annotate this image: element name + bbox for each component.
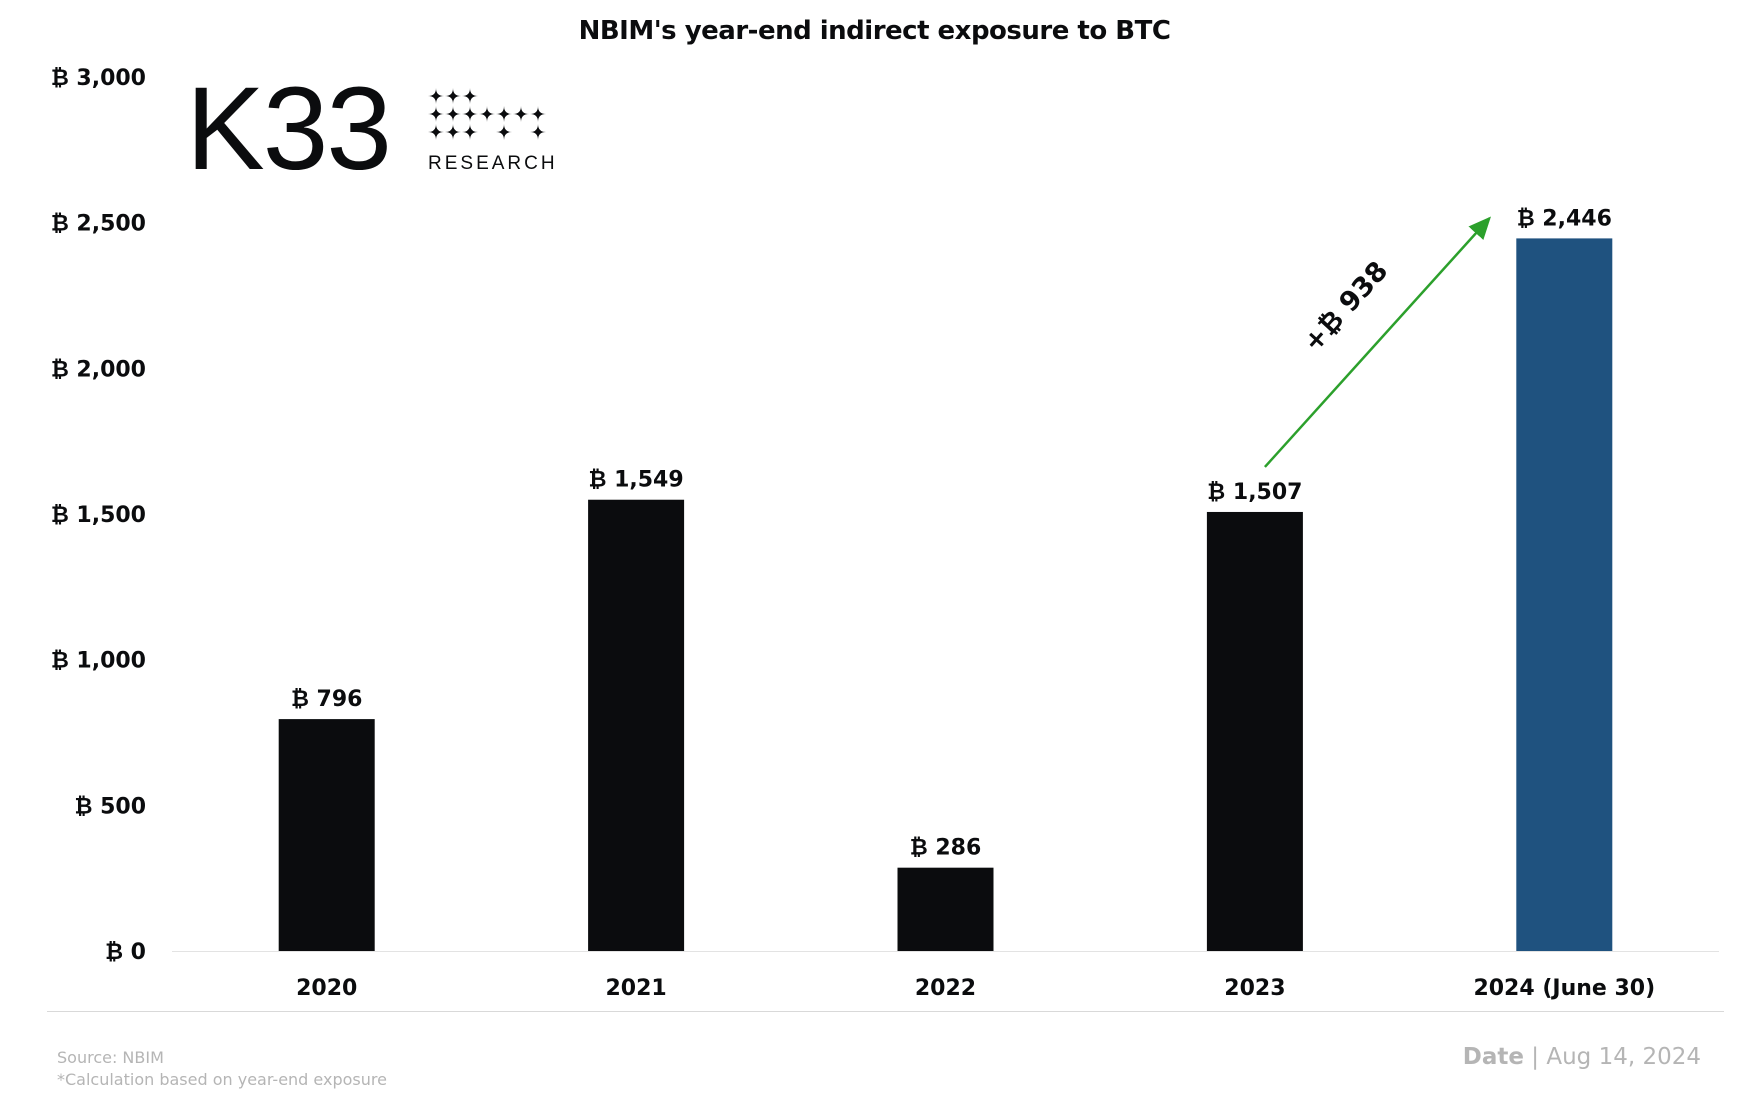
y-tick-label: ₿ 1,500 <box>51 503 146 528</box>
data-label: ₿ 1,507 <box>1207 480 1302 505</box>
date-label: Date <box>1462 1044 1524 1070</box>
x-tick-label: 2022 <box>915 976 976 1001</box>
x-tick-label: 2024 (June 30) <box>1473 976 1655 1001</box>
data-label: ₿ 1,549 <box>589 468 684 493</box>
change-annotation: +₿ 938 <box>1297 256 1394 359</box>
y-tick-label: ₿ 3,000 <box>51 66 146 91</box>
y-tick-label: ₿ 0 <box>105 940 146 965</box>
y-tick-label: ₿ 2,500 <box>51 212 146 237</box>
x-tick-label: 2023 <box>1224 976 1285 1001</box>
logo-star <box>445 106 461 122</box>
logo-star <box>462 124 478 140</box>
bar-2023 <box>1206 511 1303 951</box>
logo-star <box>462 88 478 104</box>
x-tick-label: 2021 <box>605 976 666 1001</box>
date-value: Aug 14, 2024 <box>1546 1044 1701 1070</box>
data-label: ₿ 796 <box>291 687 363 712</box>
date-separator: | <box>1523 1044 1547 1070</box>
y-tick-label: ₿ 500 <box>74 794 146 819</box>
logo-subtitle: RESEARCH <box>428 153 558 174</box>
bar-2022 <box>897 867 994 951</box>
change-arrow <box>1263 216 1491 468</box>
bar-chart: ₿ 0 ₿ 500 ₿ 1,000 ₿ 1,500 ₿ 2,000 ₿ 2,500 ₿ 3,… <box>51 66 1719 1001</box>
logo-star <box>513 106 529 122</box>
y-tick-label: ₿ 1,000 <box>51 649 146 674</box>
bar-2020 <box>278 719 375 951</box>
logo-star <box>445 124 461 140</box>
logo-star <box>428 106 444 122</box>
logo-star <box>428 88 444 104</box>
logo-star <box>496 106 512 122</box>
date-stamp: Date | Aug 14, 2024 <box>1463 1044 1701 1070</box>
logo-star <box>428 124 444 140</box>
logo-star <box>445 88 461 104</box>
chart-title: NBIM's year-end indirect exposure to BTC <box>578 16 1171 46</box>
x-tick-label: 2020 <box>296 976 357 1001</box>
bar-2021 <box>588 499 685 951</box>
footnote-text: *Calculation based on year-end exposure <box>57 1070 387 1089</box>
logo-star <box>530 106 546 122</box>
footer-divider <box>47 1011 1724 1012</box>
logo-star <box>496 124 512 140</box>
logo-star <box>530 124 546 140</box>
source-text: Source: NBIM <box>57 1048 164 1067</box>
y-tick-label: ₿ 2,000 <box>51 357 146 382</box>
data-label: ₿ 2,446 <box>1517 206 1612 231</box>
bar-2024 <box>1516 238 1613 951</box>
logo-star <box>462 106 478 122</box>
logo-stars-icon <box>428 88 546 140</box>
logo-star <box>479 106 495 122</box>
data-label: ₿ 286 <box>910 836 982 861</box>
logo-wordmark: K33 <box>186 63 392 195</box>
